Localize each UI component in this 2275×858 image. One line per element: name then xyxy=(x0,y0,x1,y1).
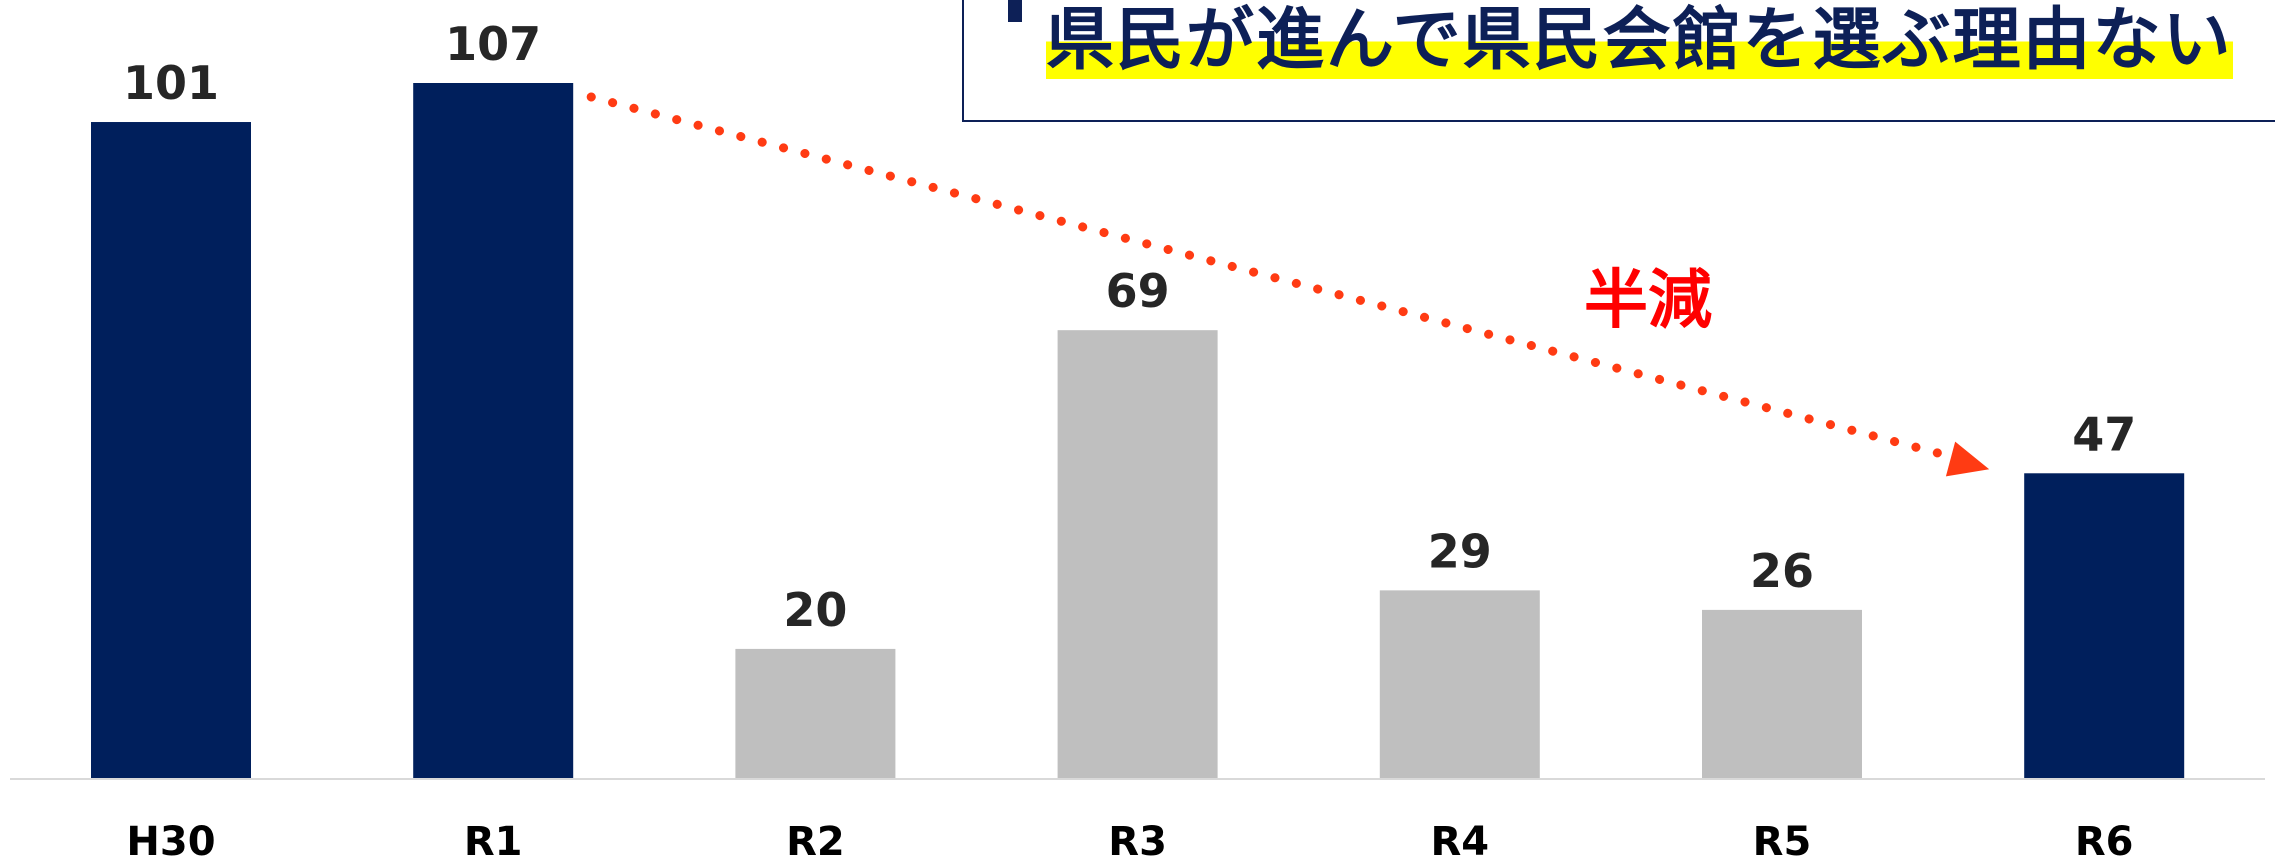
value-label-r1: 107 xyxy=(445,17,541,71)
halving-trend-arrow xyxy=(586,92,1990,477)
value-label-r3: 69 xyxy=(1106,264,1170,318)
callout-text: 県民が進んで県民会館を選ぶ理由ない xyxy=(1046,0,2233,83)
category-label-r5: R5 xyxy=(1753,819,1812,858)
bars-layer xyxy=(91,83,2185,780)
bar-r2 xyxy=(735,648,896,779)
bar-r1 xyxy=(413,83,574,779)
callout-box: 県民が進んで県民会館を選ぶ理由ない xyxy=(962,0,2275,122)
category-label-r2: R2 xyxy=(786,819,845,858)
trend-dotted-line xyxy=(586,92,1974,466)
value-label-r5: 26 xyxy=(1750,544,1814,598)
value-label-r6: 47 xyxy=(2072,407,2136,461)
bar-r4 xyxy=(1379,590,1540,779)
value-label-r4: 29 xyxy=(1428,524,1492,578)
trend-arrowhead xyxy=(1945,441,1990,477)
bar-r6 xyxy=(2024,473,2185,779)
value-labels-layer: 101 107 20 69 29 26 47 xyxy=(123,17,2136,637)
bar-r5 xyxy=(1702,609,1862,779)
category-label-r3: R3 xyxy=(1108,819,1167,858)
bar-h30 xyxy=(91,122,251,780)
category-label-h30: H30 xyxy=(126,819,215,858)
category-labels-layer: H30 R1 R2 R3 R4 R5 R6 xyxy=(126,819,2133,858)
halving-annotation: 半減 xyxy=(1584,264,1712,338)
category-label-r4: R4 xyxy=(1430,819,1489,858)
bar-r3 xyxy=(1057,330,1218,779)
category-label-r1: R1 xyxy=(464,819,523,858)
value-label-r2: 20 xyxy=(783,583,847,637)
callout-bullet-icon xyxy=(1008,0,1022,22)
category-label-r6: R6 xyxy=(2075,819,2134,858)
value-label-h30: 101 xyxy=(123,56,219,110)
